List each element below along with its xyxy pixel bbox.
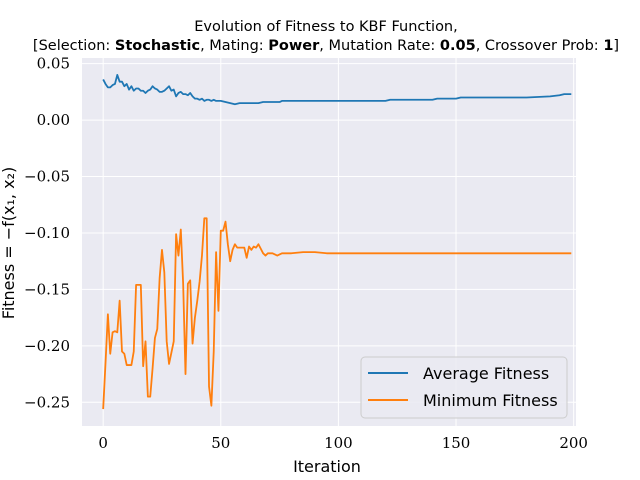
chart-title-line2: [Selection: Stochastic, Mating: Power, M… bbox=[33, 38, 619, 54]
legend: Average Fitness Minimum Fitness bbox=[360, 356, 568, 419]
x-axis-label: Iteration bbox=[293, 457, 361, 476]
y-tick-label: −0.10 bbox=[24, 224, 70, 242]
series-line-average-fitness bbox=[102, 74, 572, 106]
legend-label-minimum: Minimum Fitness bbox=[423, 391, 558, 410]
x-tick-label: 0 bbox=[98, 434, 108, 452]
x-tick-label: 150 bbox=[442, 434, 471, 452]
y-tick-label: −0.05 bbox=[24, 168, 70, 186]
y-tick-label: 0.00 bbox=[37, 111, 70, 129]
x-tick-label: 50 bbox=[211, 434, 230, 452]
y-tick-label: −0.25 bbox=[24, 393, 70, 411]
y-axis-label: Fitness = −f(x₁, x₂) bbox=[0, 167, 18, 319]
y-tick-label: 0.05 bbox=[37, 55, 70, 73]
series-layer bbox=[102, 74, 572, 410]
tick-labels: 0 50 100 150 200 0.05 0.00 −0.05 −0.10 −0.15 −0.20… bbox=[24, 55, 588, 452]
legend-label-average: Average Fitness bbox=[423, 364, 549, 383]
y-tick-label: −0.20 bbox=[24, 337, 70, 355]
x-tick-label: 100 bbox=[324, 434, 353, 452]
x-tick-label: 200 bbox=[559, 434, 588, 452]
legend-box bbox=[360, 356, 568, 419]
chart-title-line1: Evolution of Fitness to KBF Function, bbox=[194, 19, 458, 35]
y-tick-label: −0.15 bbox=[24, 280, 70, 298]
series-line-minimum-fitness bbox=[102, 217, 572, 410]
